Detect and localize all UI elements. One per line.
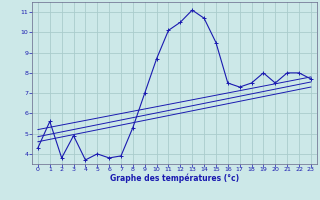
X-axis label: Graphe des températures (°c): Graphe des températures (°c) bbox=[110, 174, 239, 183]
